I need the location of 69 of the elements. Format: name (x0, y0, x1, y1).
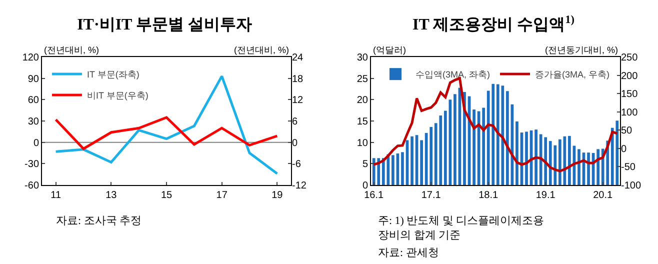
y2-tick-label: 100 (621, 107, 638, 118)
x-tick-label: 17.1 (421, 190, 442, 201)
y2-tick-label: -6 (292, 159, 302, 170)
text: 자료: 조사국 추정 (56, 215, 142, 227)
legend-label: 비IT 부문(우축) (86, 90, 148, 101)
bar (568, 136, 571, 185)
y-axis-title: (억달러) (373, 45, 406, 55)
bar (516, 121, 518, 185)
x-tick-label: 13 (106, 190, 118, 201)
y-tick-label: 5 (362, 159, 368, 170)
x-tick-label: 19.1 (536, 190, 556, 201)
y2-tick-label: -50 (621, 162, 636, 174)
chart-title: IT 제조용장비 수입액$^{1)}$ (412, 14, 575, 34)
bar (410, 136, 414, 185)
bar (578, 149, 580, 185)
bar (454, 94, 456, 185)
y-tick-label: -30 (24, 159, 40, 170)
bar (392, 155, 394, 185)
bar (506, 91, 509, 185)
x-tick-label: 15 (160, 190, 172, 201)
y-tick-label: 10 (356, 138, 368, 149)
y2-axis-title: (전년동기대비, %) (545, 45, 618, 55)
text: 주: 1) 반도체 및 디스플레이제조용 장비의 합계 기준 (378, 215, 544, 242)
x-tick-label: 20.1 (593, 190, 613, 201)
y2-tick-label: 150 (621, 89, 638, 100)
x-tick-label: 16.1 (364, 190, 384, 201)
bar (444, 110, 447, 185)
y2-tick-label: 12 (292, 95, 304, 106)
y2-tick-label: -100 (621, 180, 642, 192)
text: 자료: 관세청 (378, 247, 439, 259)
y2-tick-label: -12 (292, 180, 307, 192)
legend-label: 증가율(3MA, 우축) (535, 70, 610, 80)
bar (534, 130, 538, 185)
y2-axis-title: (전년대비, %) (234, 45, 289, 55)
bar (525, 132, 528, 185)
y2-tick-label: 250 (621, 52, 638, 64)
y-tick-label: 60 (28, 95, 40, 106)
y-tick-label: 30 (28, 116, 40, 128)
y2-tick-label: 200 (621, 70, 638, 82)
y-tick-label: 90 (28, 74, 40, 85)
y-tick-label: -60 (24, 180, 40, 192)
x-tick-label: 11 (50, 190, 62, 201)
y2-tick-label: 0 (292, 138, 298, 149)
legend-label: IT 부문(좌축) (86, 70, 140, 80)
y-tick-label: 120 (22, 52, 40, 64)
bar (472, 109, 476, 185)
y2-tick-label: 50 (621, 126, 633, 137)
bar (401, 152, 404, 185)
line-series (54, 116, 278, 150)
bar (482, 108, 486, 185)
y-tick-label: 25 (356, 74, 368, 85)
y-tick-label: 15 (356, 116, 368, 128)
y2-tick-label: 0 (621, 144, 627, 155)
y-tick-label: 0 (362, 180, 368, 192)
bar (596, 149, 600, 185)
y-tick-label: 20 (356, 95, 368, 106)
x-tick-label: 19 (272, 190, 284, 201)
bar (587, 152, 590, 185)
y2-tick-label: 24 (292, 52, 304, 64)
y2-tick-label: 6 (292, 116, 298, 128)
bar (420, 140, 423, 185)
x-tick-label: 17 (216, 190, 228, 201)
y2-tick-label: 18 (292, 74, 304, 85)
y-tick-label: 0 (33, 138, 40, 149)
y-tick-label: 30 (356, 52, 368, 64)
x-tick-label: 18.1 (478, 190, 499, 201)
y-axis-title: (전년대비, %) (44, 45, 99, 55)
legend-label: 수입액(3MA, 좌축) (416, 70, 490, 80)
chart-title: IT·비IT 부문별 설비투자 (77, 16, 252, 34)
